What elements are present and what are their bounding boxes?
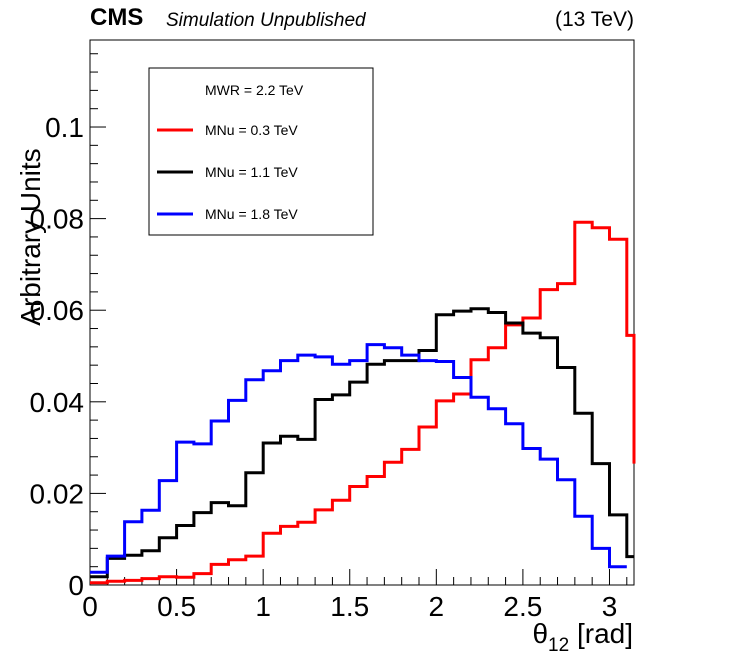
x-axis-title-unit: [rad]	[569, 618, 633, 649]
x-axis-title-subscript: 12	[548, 635, 569, 656]
series-line-2	[90, 307, 634, 579]
series-line-3	[90, 343, 627, 574]
status-label: Simulation Unpublished	[166, 10, 367, 31]
legend-entries: MNu = 0.3 TeV MNu = 1.1 TeV MNu = 1.8 TeV	[157, 122, 298, 222]
x-tick-label: 0	[82, 591, 98, 622]
x-tick-label: 1.5	[330, 591, 369, 622]
x-axis-title-symbol: θ	[532, 618, 548, 649]
y-tick-label: 0.08	[30, 204, 85, 235]
axis-ticks: 0 0.5 1 1.5 2 2.5 3 0 0.02 0.04 0.06 0.08 0.1	[30, 53, 628, 622]
x-tick-label: 2	[429, 591, 445, 622]
plot-frame	[89, 39, 635, 586]
x-axis-title: θ12 [rad]	[532, 618, 633, 656]
x-tick-label: 1	[255, 591, 271, 622]
legend-label: MNu = 1.8 TeV	[205, 206, 298, 222]
y-axis-title: Arbitrary Units	[15, 148, 46, 325]
energy-label: (13 TeV)	[555, 8, 634, 31]
x-tick-label: 0.5	[157, 591, 196, 622]
legend-label: MNu = 0.3 TeV	[205, 122, 298, 138]
y-tick-label: 0.04	[30, 387, 85, 418]
x-tick-label: 2.5	[503, 591, 542, 622]
x-tick-label: 3	[602, 591, 618, 622]
legend-label: MNu = 1.1 TeV	[205, 164, 298, 180]
y-tick-label: 0.02	[30, 478, 85, 509]
y-tick-label: 0.06	[30, 295, 85, 326]
experiment-label: CMS	[90, 4, 143, 31]
legend-box	[148, 67, 374, 236]
y-tick-label: 0	[68, 570, 84, 601]
series-line-1	[90, 220, 636, 585]
series-layer	[90, 220, 636, 585]
legend-header: MWR = 2.2 TeV	[205, 82, 304, 98]
y-tick-label: 0.1	[45, 112, 84, 143]
